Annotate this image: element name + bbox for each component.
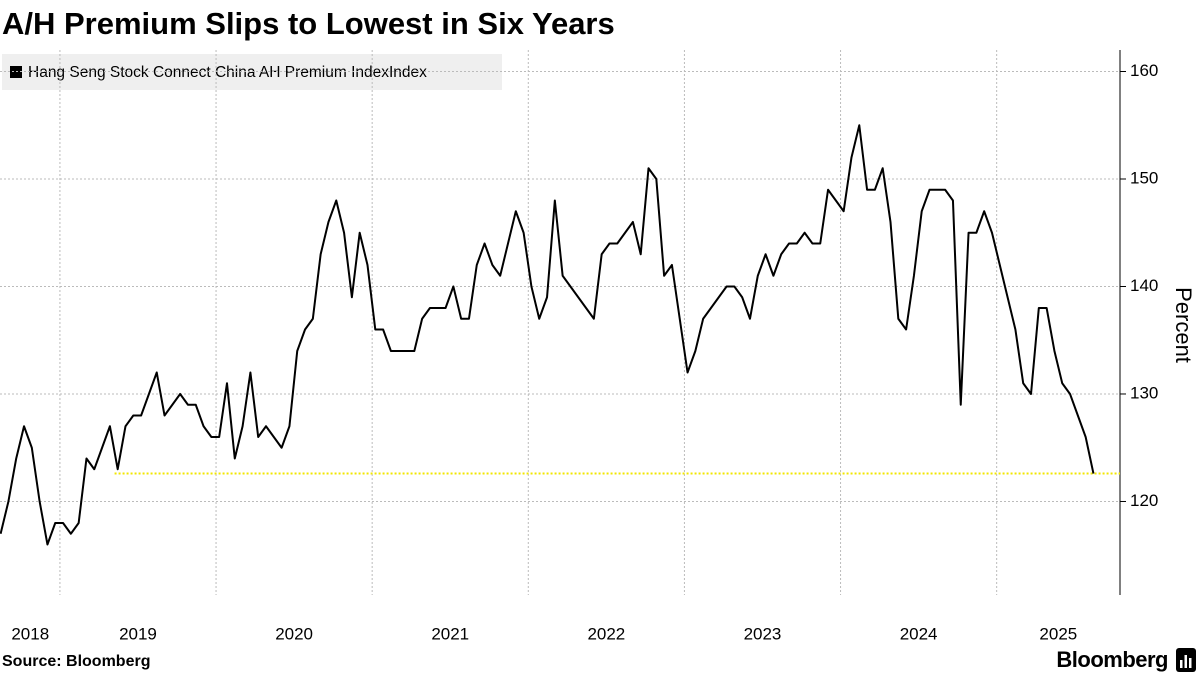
grid [0, 50, 1120, 595]
x-tick-label: 2018 [11, 624, 49, 643]
legend-label: Hang Seng Stock Connect China AH Premium… [28, 64, 427, 81]
y-tick-label: 150 [1130, 168, 1158, 187]
source: Source: Bloomberg [2, 653, 150, 670]
y-tick-label: 120 [1130, 491, 1158, 510]
chart-title: A/H Premium Slips to Lowest in Six Years [2, 6, 615, 41]
y-tick-label: 130 [1130, 383, 1158, 402]
x-tick-label: 2023 [744, 624, 782, 643]
x-tick-label: 2025 [1039, 624, 1077, 643]
y-tick-label: 160 [1130, 61, 1158, 80]
x-tick-label: 2021 [431, 624, 469, 643]
y-tick-label: 140 [1130, 276, 1158, 295]
legend-swatch [10, 66, 22, 78]
x-tick-label: 2019 [119, 624, 157, 643]
brand: Bloomberg [1056, 647, 1168, 672]
line-series [0, 124, 1095, 546]
legend: Hang Seng Stock Connect China AH Premium… [2, 54, 502, 90]
brand-icon [1176, 648, 1196, 672]
legend-box [2, 54, 502, 90]
y-axis-label: Percent [1171, 287, 1196, 363]
x-tick-label: 2024 [900, 624, 938, 643]
x-tick-label: 2022 [587, 624, 625, 643]
x-tick-label: 2020 [275, 624, 313, 643]
